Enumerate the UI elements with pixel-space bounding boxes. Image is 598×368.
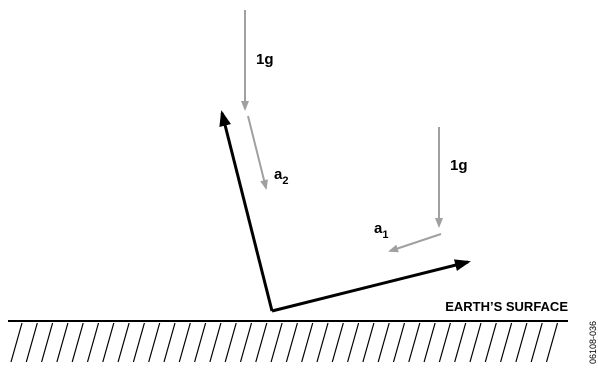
hatch-line <box>163 322 176 363</box>
hatch-line <box>194 322 207 363</box>
hatch-line <box>41 322 54 363</box>
a2-label: a2 <box>274 166 288 187</box>
hatch-line <box>331 322 344 363</box>
hatch-line <box>377 322 390 363</box>
hatch-line <box>25 322 38 363</box>
hatch-line <box>469 322 482 363</box>
gravity-label-right: 1g <box>450 157 468 174</box>
hatch-line <box>285 322 298 363</box>
hatch-line <box>423 322 436 363</box>
hatch-line <box>209 322 222 363</box>
hatch-line <box>255 322 268 363</box>
hatch-line <box>132 322 145 363</box>
hatch-line <box>86 322 100 363</box>
axis-arrow-upper <box>219 110 274 312</box>
earth-surface-label: EARTH’S SURFACE <box>445 299 568 314</box>
hatch-line <box>438 322 451 363</box>
hatch-line <box>178 322 191 363</box>
hatch-line <box>117 322 130 363</box>
hatch-line <box>392 322 406 363</box>
axis-arrow-lower <box>271 259 471 313</box>
a1-label: a1 <box>374 220 388 241</box>
hatch-line <box>102 322 115 363</box>
a1-label-base: a <box>374 220 383 237</box>
hatch-line <box>408 322 421 363</box>
a1-arrow <box>388 233 442 253</box>
a2-label-base: a <box>274 166 283 183</box>
a2-arrow <box>247 115 268 190</box>
hatch-line <box>347 322 360 363</box>
hatch-line <box>10 322 23 363</box>
hatch-line <box>316 322 329 363</box>
hatch-line <box>270 322 283 363</box>
figure-code: 06108-036 <box>588 321 598 364</box>
ground-hatching <box>10 322 559 363</box>
hatch-line <box>530 322 543 363</box>
hatch-line <box>454 322 467 363</box>
hatch-line <box>484 322 497 363</box>
a2-label-subscript: 2 <box>282 175 288 187</box>
gravity-label-top: 1g <box>256 51 274 68</box>
hatch-line <box>224 322 237 363</box>
hatch-line <box>515 322 528 363</box>
hatch-line <box>301 322 314 363</box>
hatch-line <box>239 322 253 363</box>
a1-label-subscript: 1 <box>382 229 388 241</box>
hatch-line <box>500 322 513 363</box>
hatch-line <box>56 322 69 363</box>
hatch-line <box>148 322 161 363</box>
hatch-line <box>362 322 375 363</box>
hatch-line <box>545 322 559 363</box>
hatch-line <box>71 322 84 363</box>
